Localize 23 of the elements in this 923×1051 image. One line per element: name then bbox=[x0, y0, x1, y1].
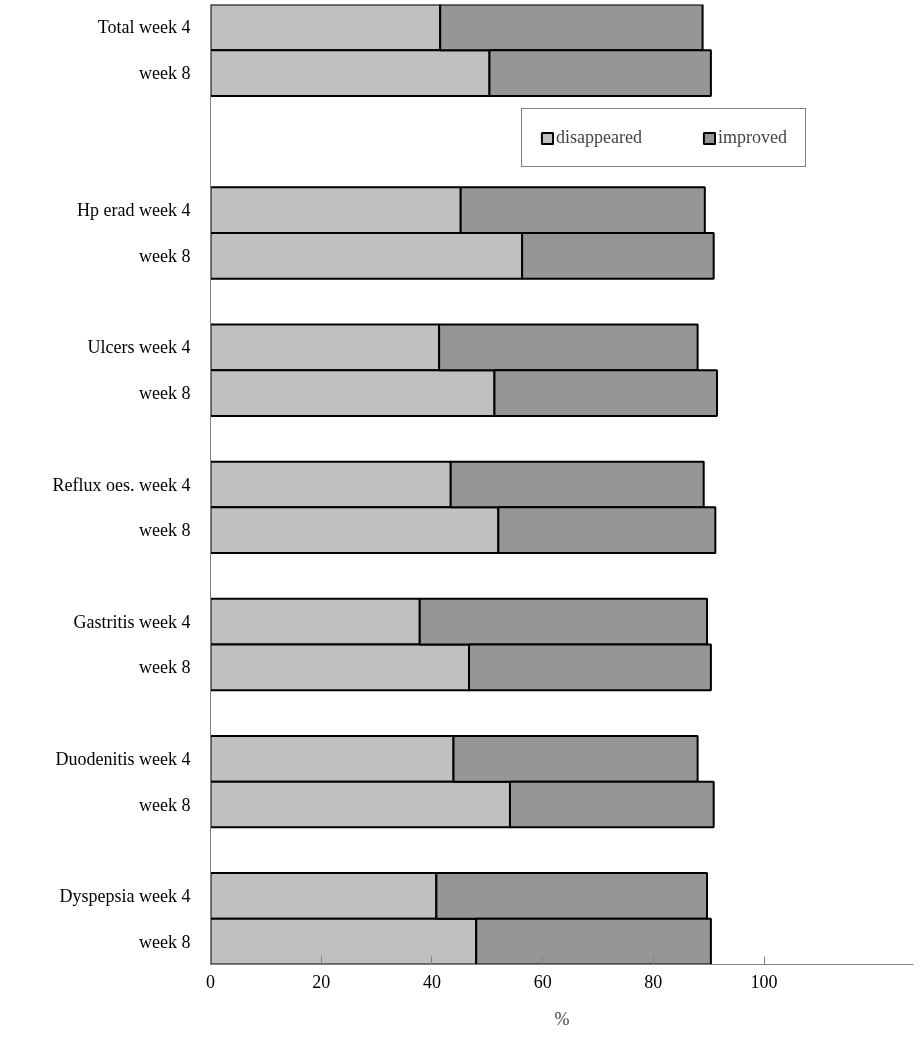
y-tick-label: week 8 bbox=[139, 657, 191, 678]
x-tick-label: 60 bbox=[533, 971, 552, 992]
y-tick-label: week 8 bbox=[139, 63, 191, 84]
legend-label: improved bbox=[717, 127, 787, 149]
y-tick-label: week 8 bbox=[139, 520, 191, 541]
x-tick-label: 20 bbox=[312, 971, 331, 992]
x-tick-label: 40 bbox=[422, 971, 441, 992]
x-tick-label: 80 bbox=[644, 971, 663, 992]
y-tick-label: week 8 bbox=[139, 245, 191, 266]
y-tick-label: Total week 4 bbox=[97, 17, 191, 38]
y-tick-label: Gastritis week 4 bbox=[73, 611, 191, 632]
y-tick-label: Hp erad week 4 bbox=[77, 200, 191, 221]
x-tick-label: 100 bbox=[750, 971, 778, 992]
y-tick-label: Ulcers week 4 bbox=[87, 337, 191, 358]
y-tick-label: week 8 bbox=[139, 794, 191, 815]
x-axis-title: % bbox=[554, 1008, 570, 1029]
y-tick-label: Reflux oes. week 4 bbox=[52, 474, 191, 495]
y-tick-label: week 8 bbox=[139, 931, 191, 952]
y-tick-label: Duodenitis week 4 bbox=[55, 748, 191, 769]
legend-label: disappeared bbox=[556, 127, 642, 149]
y-tick-label: week 8 bbox=[139, 383, 191, 404]
x-tick-label: 0 bbox=[206, 971, 215, 992]
y-tick-label: Dyspepsia week 4 bbox=[59, 885, 191, 906]
